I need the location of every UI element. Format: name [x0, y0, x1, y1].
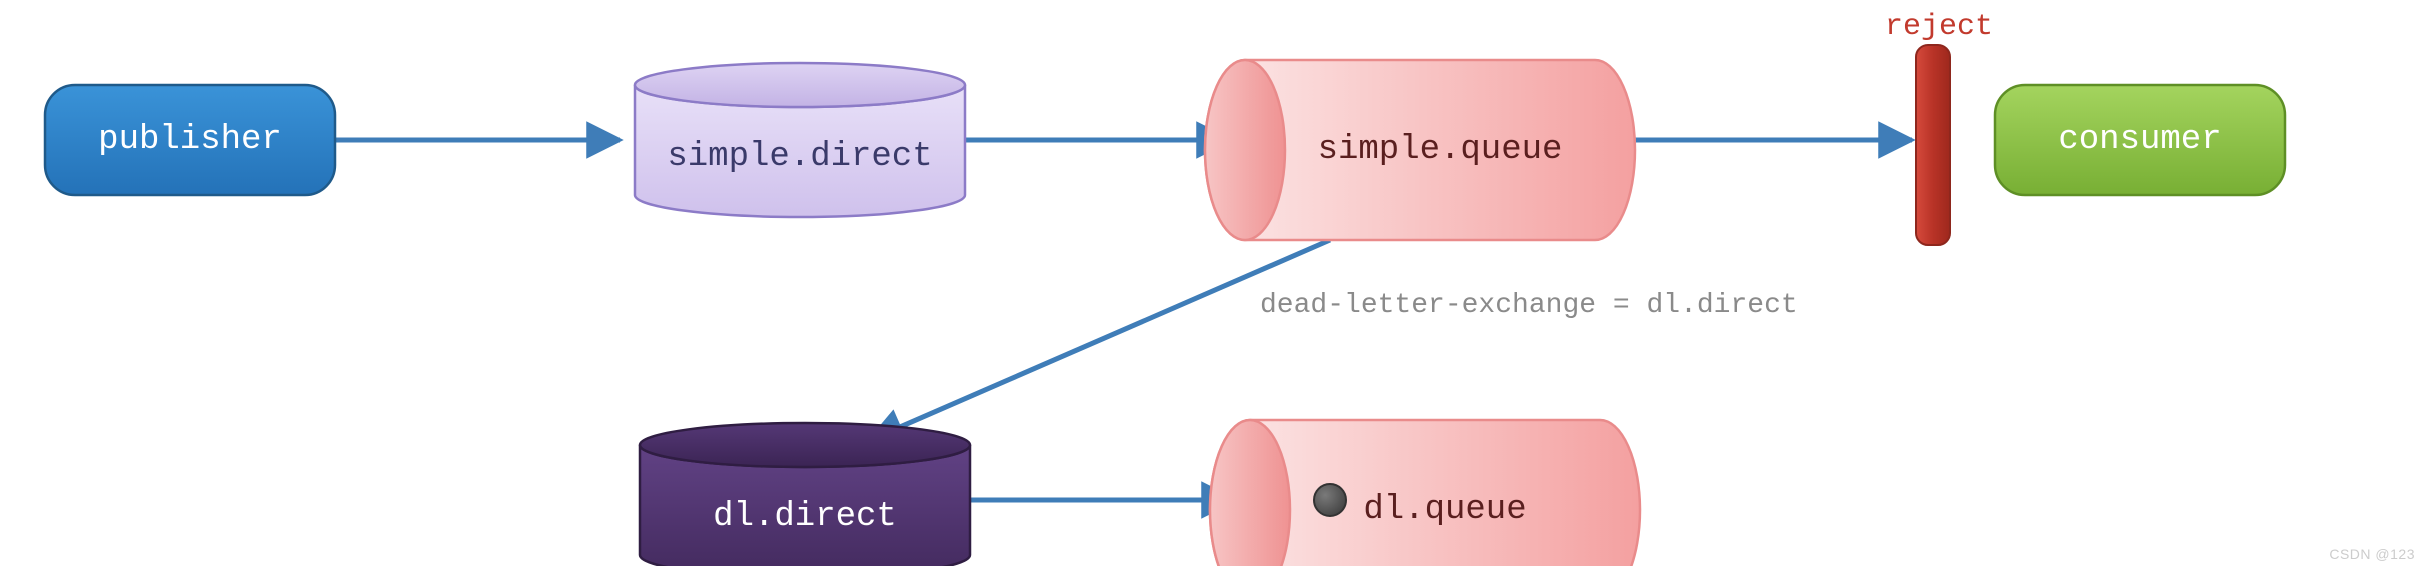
- dlx-annotation-label: dead-letter-exchange = dl.direct: [1260, 290, 1798, 321]
- arrow-queue1-exchange2: [870, 240, 1330, 440]
- exchange2-label: dl.direct: [640, 498, 970, 536]
- watermark-text: CSDN @123: [2329, 546, 2415, 562]
- reject-label: reject: [1885, 10, 1993, 44]
- queue2-label: dl.queue: [1290, 491, 1600, 529]
- exchange-dl-direct: [640, 423, 970, 566]
- publisher-label: publisher: [45, 121, 335, 159]
- queue1-label: simple.queue: [1285, 131, 1595, 169]
- exchange1-label: simple.direct: [635, 138, 965, 176]
- consumer-label: consumer: [1995, 121, 2285, 159]
- diagram-canvas: [0, 0, 2421, 566]
- reject-barrier: [1916, 45, 1950, 245]
